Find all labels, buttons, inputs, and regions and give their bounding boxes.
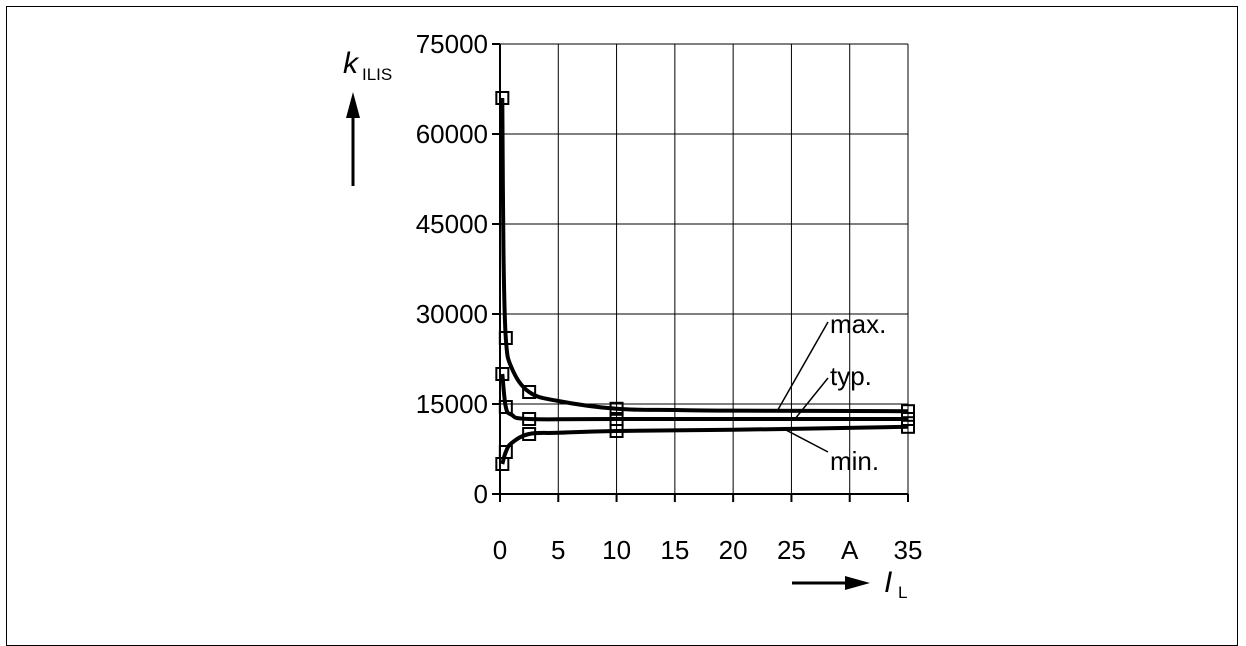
marker-max [495, 91, 510, 105]
x-tick-label: 5 [551, 535, 565, 565]
series-curves [500, 97, 909, 465]
x-tick-label: 35 [894, 535, 923, 565]
tick-labels: 0 15000 30000 45000 60000 75000 0 5 10 15 20 25 A 35 [416, 29, 923, 565]
curve-typ [500, 373, 908, 422]
x-axis-arrow-head [845, 576, 870, 590]
marker-min [522, 427, 537, 441]
axis-titles: k ILIS I L [343, 47, 907, 602]
y-axis-arrow-head [346, 92, 360, 118]
leader-line-typ [794, 377, 829, 420]
marker-typ [495, 367, 510, 381]
curve-labels: max. typ. min. [776, 309, 886, 476]
x-tick-label: 15 [660, 535, 689, 565]
curve-max [500, 97, 909, 414]
curve-label-typ: typ. [830, 361, 872, 391]
marker-max [609, 401, 624, 416]
marker-typ [522, 412, 537, 426]
marker-min [901, 419, 915, 434]
x-tick-label: 10 [602, 535, 631, 565]
marker-max [498, 331, 513, 345]
leader-line-min [785, 429, 829, 453]
curve-label-min: min. [830, 446, 879, 476]
leader-line-max [776, 321, 829, 411]
y-axis-subscript: ILIS [362, 65, 392, 84]
y-axis-symbol: k [343, 47, 360, 80]
series-markers [495, 91, 915, 471]
curve-label-max: max. [830, 309, 886, 339]
marker-typ [901, 412, 915, 426]
x-tick-label: 25 [777, 535, 806, 565]
y-tick-label: 60000 [416, 119, 488, 149]
y-tick-label: 45000 [416, 209, 488, 239]
y-tick-label: 30000 [416, 299, 488, 329]
curve-min [500, 424, 909, 465]
y-tick-label: 75000 [416, 29, 488, 59]
marker-typ [498, 400, 513, 414]
x-tick-label: A [841, 535, 859, 565]
x-tick-label: 20 [719, 535, 748, 565]
marker-min [498, 445, 513, 459]
marker-max [901, 404, 915, 419]
y-tick-label: 15000 [416, 389, 488, 419]
x-axis-subscript: L [898, 583, 907, 602]
x-axis-symbol: I [884, 566, 892, 599]
axes [492, 43, 909, 502]
marker-min [609, 424, 624, 438]
x-tick-label: 0 [493, 535, 507, 565]
y-tick-label: 0 [474, 479, 488, 509]
marker-max [522, 385, 537, 399]
